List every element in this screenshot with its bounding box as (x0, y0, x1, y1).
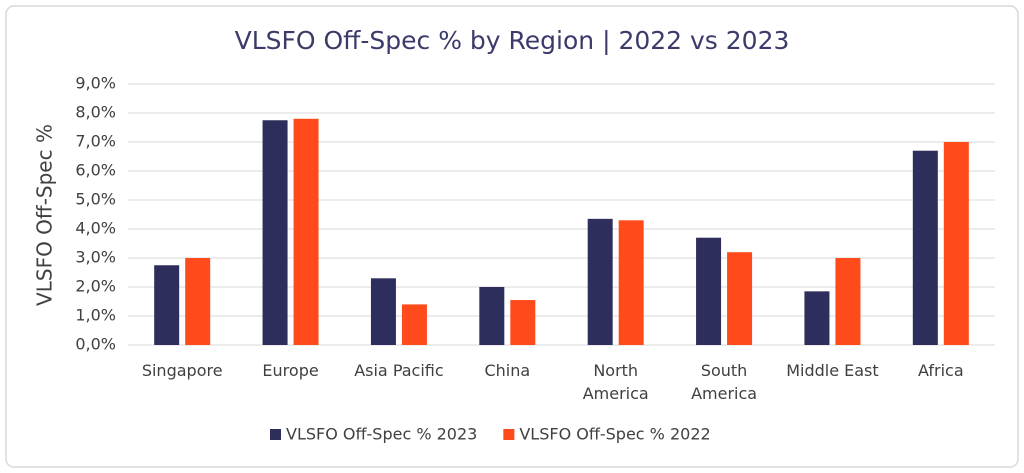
bar (943, 142, 969, 345)
y-tick-label: 0,0% (75, 335, 116, 354)
y-tick-label: 4,0% (75, 219, 116, 238)
y-tick-label: 1,0% (75, 306, 116, 325)
x-tick-label: Middle East (786, 361, 879, 380)
bar (370, 278, 396, 345)
bar (804, 291, 830, 345)
x-tick-label: Europe (262, 361, 319, 380)
y-tick-label: 7,0% (75, 132, 116, 151)
y-tick-label: 9,0% (75, 74, 116, 93)
x-tick-label: North America (582, 361, 649, 403)
bar (727, 252, 753, 345)
y-axis-title: VLSFO Off-Spec % (33, 124, 57, 306)
legend-label: VLSFO Off-Spec % 2023 (286, 425, 477, 444)
x-tick-label: Asia Pacific (354, 361, 444, 380)
chart-border (5, 5, 1019, 468)
y-tick-label: 8,0% (75, 103, 116, 122)
bar (185, 258, 211, 345)
x-tick-label: Singapore (141, 361, 223, 380)
legend-label: VLSFO Off-Spec % 2022 (519, 425, 710, 444)
bar (587, 218, 613, 345)
bar (262, 120, 288, 345)
bar (510, 300, 536, 345)
x-tick-label: Africa (917, 361, 964, 380)
bar (696, 237, 722, 345)
legend-swatch (503, 429, 515, 440)
chart-title: VLSFO Off-Spec % by Region | 2022 vs 202… (235, 26, 790, 55)
bar (401, 304, 427, 345)
bar (912, 150, 938, 345)
x-tick-label: China (484, 361, 531, 380)
y-tick-label: 6,0% (75, 161, 116, 180)
y-tick-label: 2,0% (75, 277, 116, 296)
x-tick-label: South America (691, 361, 758, 403)
bar (293, 118, 319, 345)
bar (618, 220, 644, 345)
bar (154, 265, 180, 345)
y-tick-label: 5,0% (75, 190, 116, 209)
bar (479, 287, 505, 345)
legend-swatch (270, 429, 281, 440)
bar (835, 258, 861, 345)
y-tick-label: 3,0% (75, 248, 116, 267)
